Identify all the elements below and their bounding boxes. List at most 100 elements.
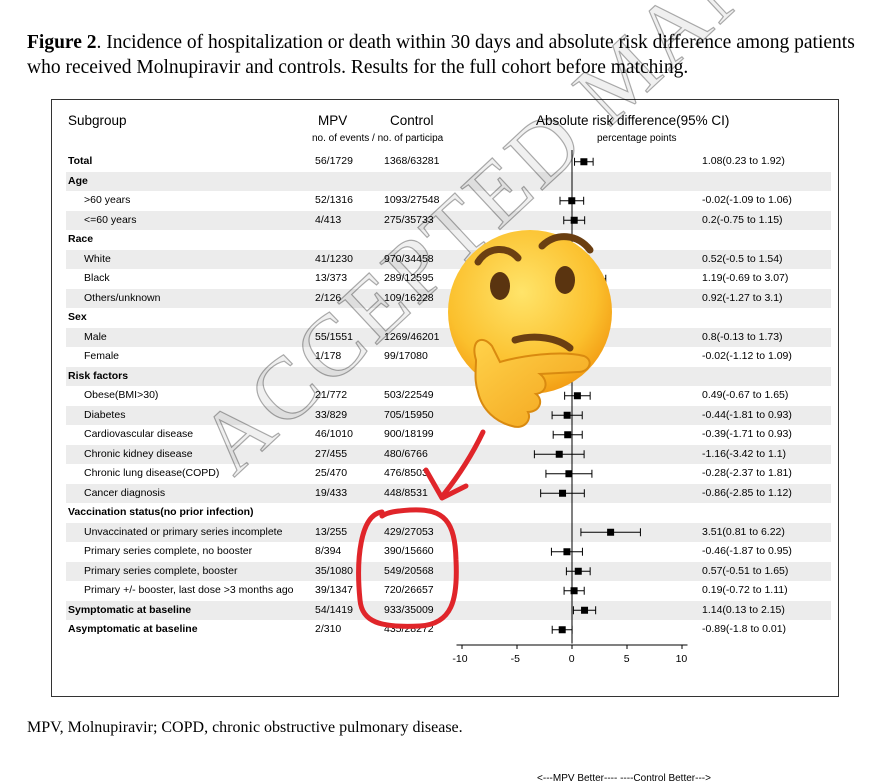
point-estimate [570, 587, 578, 595]
point-estimate [564, 431, 572, 439]
row-label: Total [68, 155, 93, 167]
row-label: Black [84, 272, 110, 284]
point-estimate [580, 158, 588, 166]
row-effect-ci: 0.2(-0.75 to 1.15) [702, 213, 783, 226]
point-estimate [573, 392, 581, 400]
point-estimate [607, 528, 615, 536]
row-effect-ci: -0.39(-1.71 to 0.93) [702, 428, 792, 440]
row-effect-ci: -0.89(-1.8 to 0.01) [702, 623, 787, 635]
row-control-count: 109/16228 [384, 291, 434, 304]
x-tick-label: 5 [623, 653, 630, 665]
table-row: Diabetes 33/829 705/15950 -0.44(-1.81 to 0.… [66, 405, 831, 425]
row-label: Chronic lung disease(COPD) [84, 467, 220, 479]
point-estimate [559, 489, 567, 497]
table-row: Sex [66, 308, 831, 328]
point-estimate [577, 333, 585, 341]
row-mpv-count: 39/1347 [315, 584, 353, 596]
forest-mark [565, 567, 591, 576]
row-label: Asymptomatic at baseline [68, 623, 198, 635]
table-row: Cardiovascular disease 46/1010 900/18199 -0… [66, 425, 831, 445]
row-mpv-count: 33/829 [315, 408, 348, 421]
forest-mark [570, 333, 592, 342]
row-mpv-count: 21/772 [315, 389, 348, 401]
forest-mark [551, 625, 573, 634]
row-effect-ci: -0.02(-1.09 to 1.06) [702, 194, 792, 206]
row-effect-ci: -0.02(-1.12 to 1.09) [702, 350, 792, 362]
row-label: Cancer diagnosis [84, 486, 166, 499]
figure-footnote: MPV, Molnupiravir; COPD, chronic obstruc… [27, 719, 463, 736]
row-label: Chronic kidney disease [84, 447, 193, 460]
table-row: Female 1/178 99/17080 -0.02(-1.12 to 1.09) [66, 347, 831, 367]
table-row: <=60 years 4/413 275/35733 0.2(-0.75 to 1.1… [66, 210, 831, 230]
row-control-count: 275/35733 [384, 213, 434, 226]
row-control-count: 476/8503 [384, 467, 428, 479]
header-counts-sub: no. of events / no. of participa [312, 133, 444, 144]
table-row: Vaccination status(no prior infection) [66, 503, 831, 523]
header-effect: Absolute risk difference(95% CI) [536, 113, 730, 128]
table-row: Black 13/373 289/12595 1.19(-0.69 to 3.07) [66, 269, 831, 289]
row-effect-ci: 0.92(-1.27 to 3.1) [702, 291, 783, 304]
row-label: Risk factors [68, 369, 129, 382]
row-effect-ci: 1.19(-0.69 to 3.07) [702, 272, 789, 284]
row-control-count: 448/8531 [384, 486, 428, 499]
point-estimate [574, 567, 582, 575]
row-label: Symptomatic at baseline [68, 603, 192, 616]
forest-mark [540, 489, 585, 498]
row-label: Vaccination status(no prior infection) [68, 506, 254, 518]
row-effect-ci: -1.16(-3.42 to 1.1) [702, 447, 787, 460]
x-tick-label: 0 [568, 653, 575, 665]
forest-mark [551, 411, 583, 420]
table-row: Chronic lung disease(COPD) 25/470 476/8503… [66, 464, 831, 484]
x-tick-label: 10 [675, 653, 688, 665]
point-estimate [558, 626, 566, 634]
header-mpv: MPV [318, 113, 348, 128]
row-control-count: 1368/63281 [384, 155, 440, 167]
header-effect-sub: percentage points [597, 133, 677, 144]
row-mpv-count: 27/455 [315, 447, 348, 460]
point-estimate [565, 470, 573, 478]
row-effect-ci: 0.49(-0.67 to 1.65) [702, 389, 789, 401]
row-label: Race [68, 233, 94, 245]
row-mpv-count: 25/470 [315, 467, 348, 479]
row-control-count: 705/15950 [384, 408, 434, 421]
row-effect-ci: 0.8(-0.13 to 1.73) [702, 330, 783, 343]
table-row: Age [66, 171, 831, 191]
row-effect-ci: -0.86(-2.85 to 1.12) [702, 486, 792, 499]
forest-mark [563, 586, 585, 595]
row-effect-ci: 3.51(0.81 to 6.22) [702, 525, 785, 538]
forest-mark [557, 294, 607, 303]
row-effect-ci: -0.44(-1.81 to 0.93) [702, 408, 792, 421]
table-row: >60 years 52/1316 1093/27548 -0.02(-1.09 to… [66, 191, 831, 211]
row-effect-ci: 0.52(-0.5 to 1.54) [702, 252, 783, 265]
row-label: Primary series complete, booster [84, 564, 238, 577]
figure-caption: Figure 2. Incidence of hospitalization o… [27, 30, 872, 80]
row-label: >60 years [84, 194, 131, 206]
point-estimate [563, 411, 571, 419]
point-estimate [581, 275, 589, 283]
row-label: Age [68, 174, 88, 187]
forest-mark [550, 547, 583, 556]
row-effect-ci: -0.46(-1.87 to 0.95) [702, 545, 792, 557]
table-row: Obese(BMI>30) 21/772 503/22549 0.49(-0.67 t… [66, 386, 831, 406]
row-label: Diabetes [84, 408, 126, 421]
row-mpv-count: 13/255 [315, 525, 348, 538]
forest-mark [533, 450, 585, 459]
row-mpv-count: 1/178 [315, 350, 342, 362]
row-label: Female [84, 350, 120, 362]
row-effect-ci: -0.28(-2.37 to 1.81) [702, 467, 792, 479]
row-control-count: 970/34458 [384, 252, 434, 265]
row-mpv-count: 13/373 [315, 272, 348, 284]
table-row: Asymptomatic at baseline 2/310 435/28272 -0… [66, 620, 831, 640]
point-estimate [581, 606, 589, 614]
row-mpv-count: 41/1230 [315, 252, 353, 265]
row-label: White [84, 252, 111, 265]
forest-mark [580, 528, 641, 537]
forest-mark [566, 255, 590, 264]
row-mpv-count: 55/1551 [315, 330, 353, 343]
row-effect-ci: 0.19(-0.72 to 1.11) [702, 584, 788, 596]
figure-caption-text: . Incidence of hospitalization or death … [27, 32, 855, 78]
row-mpv-count: 52/1316 [315, 194, 353, 206]
x-axis-label: <---MPV Better---- ----Control Better---… [537, 773, 711, 784]
row-effect-ci: 0.57(-0.51 to 1.65) [702, 564, 789, 577]
row-label: Primary series complete, no booster [84, 545, 253, 557]
